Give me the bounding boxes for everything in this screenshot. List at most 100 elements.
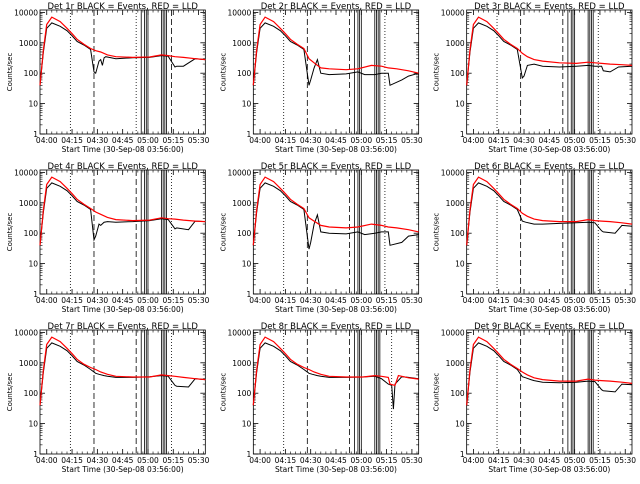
y-tick-label: 1 (460, 450, 465, 459)
x-tick-label: 05:15 (589, 456, 611, 465)
lld-series-line (252, 176, 419, 246)
y-axis-label: Counts/sec (433, 213, 441, 252)
chart-title: Det 7r BLACK = Events, RED = LLD (47, 322, 198, 332)
chart-title: Det 2r BLACK = Events, RED = LLD (261, 2, 412, 12)
x-tick-label: 04:00 (463, 456, 485, 465)
plot-frame (252, 9, 420, 135)
lld-series-line (466, 336, 633, 406)
y-tick-label: 1000 (446, 199, 465, 208)
x-axis-label: Start Time (30-Sep-08 03:56:00) (488, 465, 610, 474)
x-tick-label: 04:15 (488, 456, 510, 465)
x-tick-label: 05:15 (162, 456, 184, 465)
x-tick-label: 05:15 (376, 136, 398, 145)
plot-frame (39, 329, 206, 455)
x-tick-label: 04:00 (249, 296, 271, 305)
plot-frame (252, 169, 420, 295)
x-tick-label: 05:15 (376, 456, 398, 465)
y-tick-label: 10000 (227, 8, 251, 17)
y-axis-label: Counts/sec (6, 213, 14, 252)
lld-series-line (252, 336, 419, 406)
y-tick-label: 1000 (19, 359, 38, 368)
x-tick-label: 05:00 (564, 296, 586, 305)
y-tick-label: 1000 (232, 359, 251, 368)
y-tick-label: 1 (33, 290, 38, 299)
events-series-line (252, 22, 419, 87)
chart-panel-8: Det 8r BLACK = Events, RED = LLD 1 10 100 10… (219, 322, 423, 474)
y-tick-label: 1 (460, 130, 465, 139)
y-tick-label: 100 (237, 389, 252, 398)
y-tick-label: 10000 (441, 328, 465, 337)
y-tick-label: 100 (24, 389, 39, 398)
y-tick-label: 10000 (441, 8, 465, 17)
chart-title: Det 8r BLACK = Events, RED = LLD (261, 322, 412, 332)
chart-panel-9: Det 9r BLACK = Events, RED = LLD 1 10 100 10… (433, 322, 637, 474)
x-tick-label: 05:30 (188, 296, 210, 305)
y-tick-label: 1000 (446, 359, 465, 368)
x-tick-label: 05:15 (162, 136, 184, 145)
chart-title: Det 5r BLACK = Events, RED = LLD (261, 162, 412, 172)
y-axis-label: Counts/sec (219, 213, 227, 252)
y-tick-label: 10 (455, 420, 465, 429)
x-axis-label: Start Time (30-Sep-08 03:56:00) (275, 465, 397, 474)
chart-panel-6: Det 6r BLACK = Events, RED = LLD 1 10 100 10… (433, 162, 637, 314)
lld-series-line (252, 16, 419, 86)
y-tick-label: 10 (455, 100, 465, 109)
x-tick-label: 04:30 (300, 296, 322, 305)
x-tick-label: 05:15 (376, 296, 398, 305)
x-tick-label: 05:30 (401, 296, 423, 305)
events-series-line (466, 182, 633, 246)
x-tick-label: 05:00 (137, 296, 159, 305)
y-tick-label: 10000 (227, 168, 251, 177)
y-tick-label: 10000 (227, 328, 251, 337)
lld-series-line (466, 176, 633, 246)
events-series-line (39, 22, 206, 86)
chart-panel-3: Det 3r BLACK = Events, RED = LLD 1 10 100 10… (433, 2, 637, 154)
chart-title: Det 4r BLACK = Events, RED = LLD (47, 162, 198, 172)
x-axis-label: Start Time (30-Sep-08 03:56:00) (275, 305, 397, 314)
y-axis-label: Counts/sec (433, 53, 441, 92)
y-tick-label: 10000 (441, 168, 465, 177)
x-tick-label: 05:30 (614, 296, 636, 305)
x-tick-label: 04:15 (275, 136, 297, 145)
x-tick-label: 04:45 (539, 136, 561, 145)
x-tick-label: 04:45 (325, 296, 347, 305)
y-tick-label: 1000 (446, 39, 465, 48)
y-axis-label: Counts/sec (433, 373, 441, 412)
y-tick-label: 100 (24, 69, 39, 78)
y-tick-label: 10 (455, 260, 465, 269)
plot-frame (39, 169, 206, 295)
x-tick-label: 04:00 (249, 136, 271, 145)
x-tick-label: 04:30 (87, 456, 109, 465)
x-tick-label: 04:15 (61, 456, 83, 465)
lld-series-line (39, 336, 206, 406)
y-axis-label: Counts/sec (219, 53, 227, 92)
x-tick-label: 04:45 (539, 296, 561, 305)
x-axis-label: Start Time (30-Sep-08 03:56:00) (62, 305, 184, 314)
x-tick-label: 05:30 (614, 136, 636, 145)
x-tick-label: 04:15 (61, 296, 83, 305)
chart-panel-5: Det 5r BLACK = Events, RED = LLD 1 10 100 10… (219, 162, 423, 314)
x-tick-label: 05:00 (137, 456, 159, 465)
lld-series-line (39, 16, 206, 86)
y-tick-label: 100 (24, 229, 39, 238)
x-tick-label: 04:00 (463, 296, 485, 305)
y-tick-label: 1000 (19, 199, 38, 208)
y-axis-label: Counts/sec (6, 53, 14, 92)
plot-frame (466, 9, 633, 135)
y-tick-label: 10 (28, 100, 38, 109)
y-tick-label: 100 (450, 229, 465, 238)
x-tick-label: 04:30 (300, 136, 322, 145)
x-tick-label: 04:30 (87, 296, 109, 305)
x-axis-label: Start Time (30-Sep-08 03:56:00) (62, 465, 184, 474)
lld-series-line (466, 16, 633, 86)
y-tick-label: 1000 (232, 199, 251, 208)
y-tick-label: 10 (242, 260, 252, 269)
chart-panel-1: Det 1r BLACK = Events, RED = LLD 1 10 100 10… (6, 2, 210, 154)
y-tick-label: 1000 (19, 39, 38, 48)
x-tick-label: 04:45 (112, 296, 134, 305)
plot-frame (252, 329, 420, 455)
events-series-line (466, 342, 633, 406)
x-axis-label: Start Time (30-Sep-08 03:56:00) (275, 145, 397, 154)
x-tick-label: 05:15 (589, 136, 611, 145)
x-tick-label: 05:00 (350, 136, 372, 145)
